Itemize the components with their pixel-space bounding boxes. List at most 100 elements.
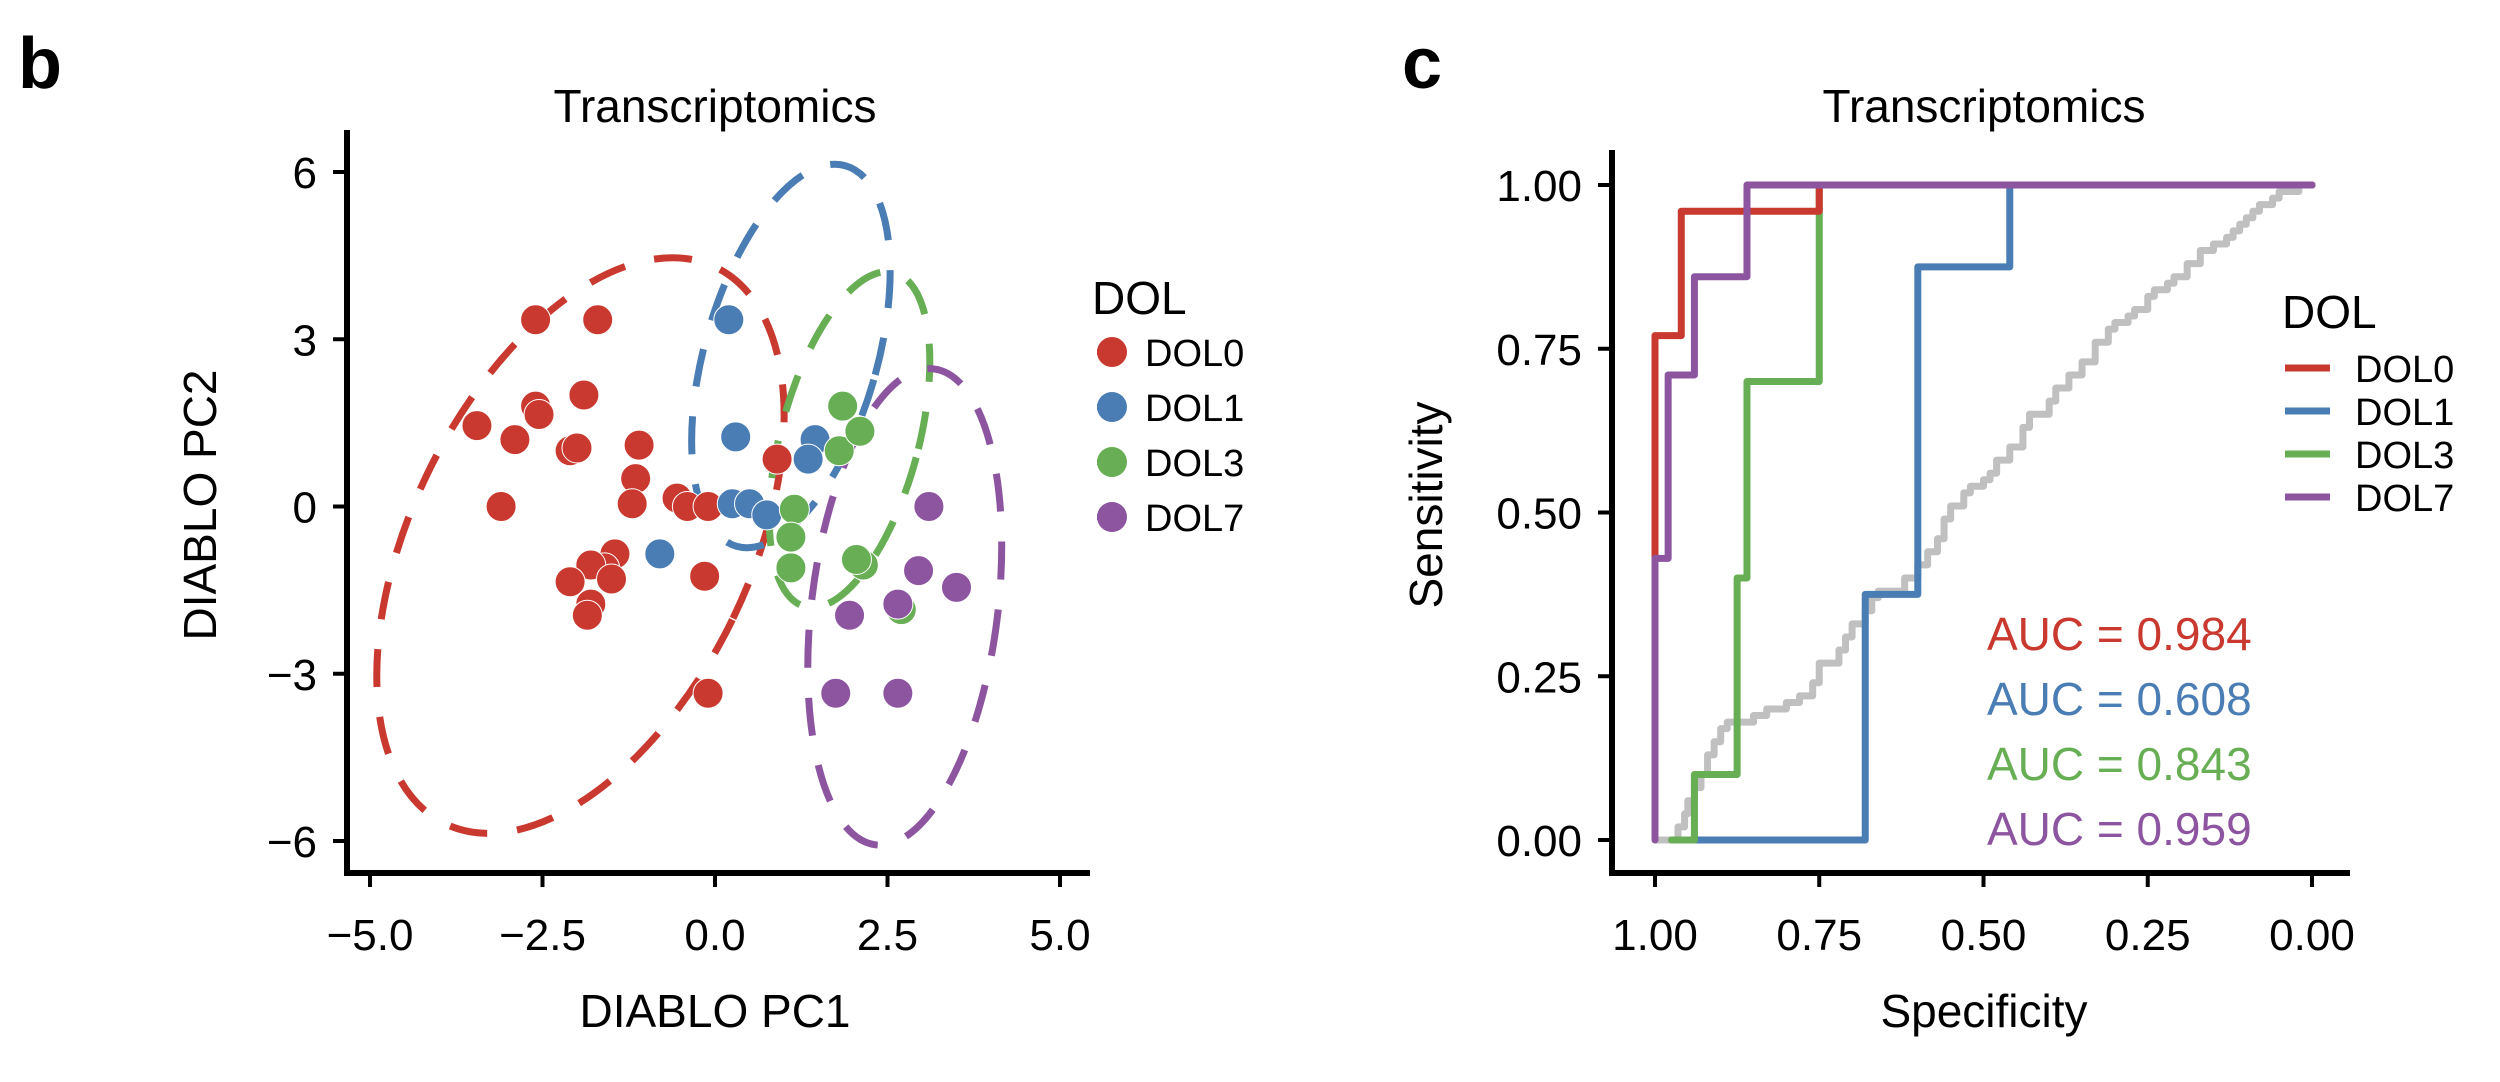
roc-curve-dol0 — [1651, 181, 2316, 562]
panel-letter-b: b — [18, 24, 62, 104]
point-dol7 — [820, 677, 852, 709]
roc-legend-label-dol3: DOL3 — [2355, 435, 2454, 477]
roc-panel: Transcriptomics 1.00 0.75 0.50 0.25 0.00 0.00… — [1400, 80, 2454, 1037]
roc-x-tick-label: 0.00 — [2269, 911, 2355, 960]
legend-key-dot-dol1 — [1097, 392, 1127, 422]
scatter-x-tick-label: −2.5 — [499, 911, 586, 960]
legend-key-dot-dol0 — [1097, 337, 1127, 367]
roc-legend-title: DOL — [2282, 286, 2377, 338]
confidence-ellipses — [373, 160, 1006, 849]
scatter-x-tick-label: 2.5 — [857, 911, 918, 960]
scatter-axes: −5.0 −2.5 0.0 2.5 5.0 −6 −3 0 3 6 — [267, 130, 1091, 960]
point-dol0 — [761, 443, 793, 475]
point-dol0 — [571, 599, 603, 631]
point-dol0 — [692, 677, 724, 709]
auc-label-dol3: AUC = 0.843 — [1987, 738, 2252, 790]
legend-label-dol0: DOL0 — [1145, 333, 1244, 375]
point-dol0 — [568, 379, 600, 411]
scatter-legend-title: DOL — [1092, 272, 1187, 324]
point-dol0 — [485, 491, 517, 522]
roc-x-axis-title: Specificity — [1880, 985, 2087, 1037]
scatter-y-tick-label: 3 — [293, 316, 317, 365]
scatter-y-tick-label: −6 — [267, 818, 317, 867]
roc-curve-dol3 — [1667, 181, 2316, 844]
roc-curve-dol7 — [1651, 181, 2316, 844]
roc-curve-dol1 — [1690, 181, 2316, 844]
roc-y-tick-label: 0.25 — [1496, 653, 1582, 702]
roc-legend-label-dol1: DOL1 — [2355, 392, 2454, 434]
roc-y-tick-label: 0.50 — [1496, 490, 1582, 539]
point-dol7 — [913, 491, 945, 522]
legend-label-dol1: DOL1 — [1145, 388, 1244, 430]
point-dol7 — [941, 571, 972, 603]
roc-curves — [1651, 181, 2316, 844]
point-dol1 — [751, 499, 783, 531]
point-dol1 — [720, 421, 752, 453]
point-dol1 — [792, 443, 824, 475]
roc-x-tick-label: 0.75 — [1776, 911, 1862, 960]
point-dol7 — [834, 599, 866, 631]
point-dol0 — [596, 563, 627, 595]
point-dol0 — [561, 432, 593, 464]
point-dol3 — [827, 390, 859, 422]
ellipse-dol0 — [373, 254, 788, 837]
roc-x-tick-label: 0.50 — [1941, 911, 2027, 960]
ellipse-dol3 — [765, 268, 934, 611]
legend-label-dol7: DOL7 — [1145, 498, 1244, 540]
point-dol1 — [713, 304, 745, 336]
point-dol3 — [844, 415, 876, 447]
point-dol7 — [882, 588, 914, 620]
scatter-x-axis-title: DIABLO PC1 — [580, 985, 851, 1037]
roc-x-tick-label: 0.25 — [2105, 911, 2191, 960]
roc-legend-label-dol0: DOL0 — [2355, 349, 2454, 391]
roc-title: Transcriptomics — [1823, 80, 2146, 132]
point-dol0 — [616, 488, 648, 520]
point-dol7 — [882, 677, 914, 709]
scatter-points — [461, 304, 972, 709]
scatter-x-tick-label: 0.0 — [684, 911, 745, 960]
roc-x-tick-label: 1.00 — [1612, 911, 1698, 960]
point-dol7 — [903, 555, 935, 587]
roc-axes: 1.00 0.75 0.50 0.25 0.00 0.00 0.25 0.50 0.75 1.00 — [1496, 150, 2355, 960]
auc-annotations: AUC = 0.984 AUC = 0.608 AUC = 0.843 AUC = 0… — [1987, 608, 2252, 855]
panel-letter-c: c — [1402, 24, 1443, 104]
ellipse-dol7 — [804, 365, 1006, 849]
point-dol3 — [823, 435, 855, 467]
legend-label-dol3: DOL3 — [1145, 443, 1244, 485]
legend-key-dot-dol7 — [1097, 502, 1127, 532]
scatter-y-axis-title: DIABLO PC2 — [174, 370, 226, 641]
roc-y-tick-label: 1.00 — [1496, 162, 1582, 211]
scatter-y-tick-label: 6 — [293, 149, 317, 198]
roc-curve-reference — [1655, 181, 2312, 844]
point-dol0 — [623, 429, 655, 461]
point-dol0 — [523, 399, 555, 431]
scatter-y-tick-label: 0 — [293, 484, 317, 533]
point-dol3 — [840, 543, 872, 575]
point-dol1 — [644, 538, 676, 570]
point-dol0 — [461, 410, 493, 442]
legend-key-dot-dol3 — [1097, 447, 1127, 477]
scatter-y-tick-label: −3 — [267, 651, 317, 700]
scatter-panel: Transcriptomics −5.0 −2.5 0.0 2.5 5.0 −6 −3 0 3 6… — [174, 80, 1244, 1037]
auc-label-dol1: AUC = 0.608 — [1987, 673, 2252, 725]
point-dol0 — [520, 304, 552, 336]
roc-y-axis-title: Sensitivity — [1400, 401, 1452, 608]
roc-y-tick-label: 0.75 — [1496, 326, 1582, 375]
point-dol0 — [582, 304, 614, 336]
auc-label-dol0: AUC = 0.984 — [1987, 608, 2252, 660]
scatter-legend: DOL DOL0 DOL1 DOL3 DOL7 — [1092, 272, 1244, 540]
auc-label-dol7: AUC = 0.959 — [1987, 803, 2252, 855]
roc-legend-label-dol7: DOL7 — [2355, 478, 2454, 520]
scatter-x-tick-label: 5.0 — [1029, 911, 1090, 960]
roc-y-tick-label: 0.00 — [1496, 817, 1582, 866]
scatter-x-tick-label: −5.0 — [327, 911, 414, 960]
scatter-title: Transcriptomics — [554, 80, 877, 132]
point-dol3 — [775, 521, 807, 553]
point-dol0 — [554, 566, 586, 598]
point-dol3 — [775, 552, 807, 584]
point-dol0 — [689, 560, 721, 592]
ellipse-dol1 — [688, 160, 894, 552]
point-dol3 — [778, 493, 810, 525]
